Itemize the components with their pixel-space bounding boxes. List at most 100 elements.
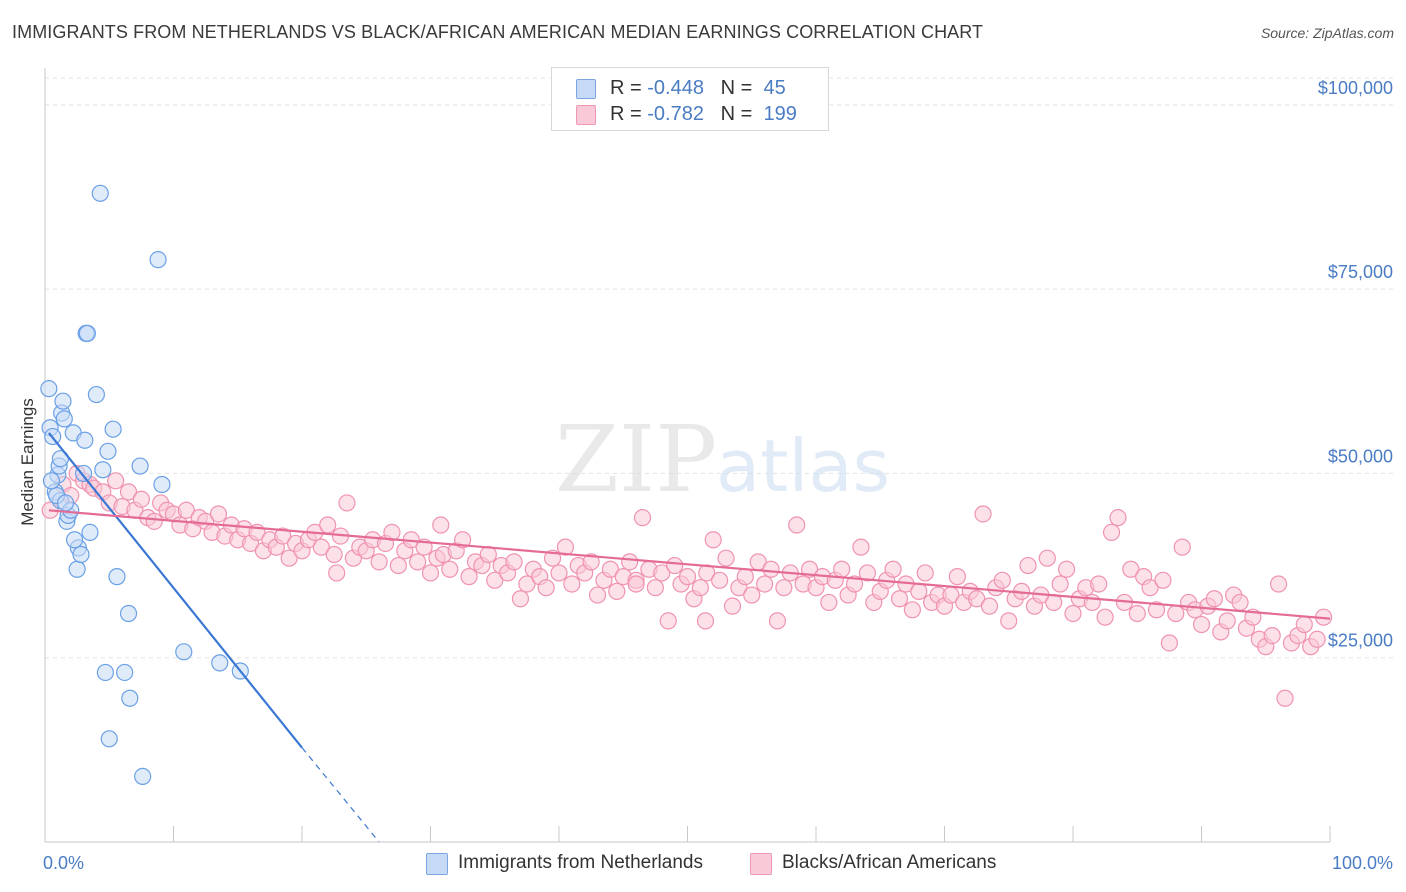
point-black [762, 560, 780, 578]
point-black [1263, 626, 1281, 645]
point-black [903, 601, 921, 619]
point-black [563, 575, 581, 593]
point-black [1173, 538, 1191, 556]
point-netherlands [116, 663, 134, 682]
point-black [486, 571, 504, 589]
point-black [1051, 575, 1069, 593]
point-black [833, 560, 851, 578]
point-black [1231, 593, 1249, 612]
watermark-atlas: atlas [716, 424, 890, 508]
point-black [1308, 630, 1326, 648]
point-black [1295, 615, 1313, 634]
point-black [659, 612, 677, 630]
point-black [1205, 590, 1223, 608]
point-black [1160, 634, 1178, 652]
point-black [1096, 608, 1114, 626]
x-tick-label-end: 100.0% [1332, 853, 1393, 873]
point-black [621, 553, 639, 571]
y-axis-label: Median Earnings [18, 398, 37, 526]
point-netherlands [68, 560, 86, 578]
y-tick-label: $50,000 [1328, 446, 1393, 466]
point-black [1090, 575, 1108, 593]
point-black [1000, 612, 1018, 630]
point-netherlands [54, 392, 72, 410]
point-black [209, 505, 228, 523]
point-netherlands [104, 420, 122, 438]
bottom-legend-swatch-blue [426, 853, 448, 875]
point-black [968, 590, 986, 608]
trend-lines [47, 432, 1331, 843]
point-netherlands [175, 643, 193, 661]
legend-n-value: 199 [763, 103, 797, 125]
correlation-legend: R = -0.448 N = 45 R = -0.782 N = 199 [551, 67, 829, 131]
point-black [608, 582, 626, 600]
point-black [588, 586, 607, 604]
point-black [852, 538, 870, 556]
point-netherlands [81, 523, 99, 542]
point-black [627, 575, 645, 593]
point-black [653, 564, 671, 582]
point-black [1109, 509, 1127, 527]
point-black [432, 516, 450, 534]
point-black [421, 564, 440, 582]
point-netherlands [121, 689, 139, 707]
y-tick-labels: $25,000 $50,000 $75,000 $100,000 [1318, 78, 1393, 651]
point-black [890, 590, 909, 608]
point-black [768, 612, 787, 630]
point-black [820, 593, 838, 612]
point-netherlands [56, 494, 75, 512]
point-black [145, 512, 163, 530]
y-tick-label: $75,000 [1328, 262, 1393, 282]
point-black [280, 549, 298, 567]
point-black [312, 538, 330, 556]
point-black [1269, 575, 1288, 593]
point-netherlands [108, 568, 126, 586]
x-tick-label-start: 0.0% [43, 853, 84, 873]
point-black [328, 564, 346, 582]
point-black [107, 472, 125, 490]
point-netherlands [100, 730, 118, 748]
point-netherlands [211, 654, 229, 672]
point-netherlands [40, 380, 58, 398]
point-netherlands [78, 324, 97, 342]
point-netherlands [96, 663, 114, 682]
legend-r-label: R = [610, 103, 642, 125]
point-netherlands [149, 251, 167, 269]
point-black [993, 571, 1011, 589]
point-black [338, 494, 356, 512]
point-black [325, 545, 343, 564]
legend-n-label: N = [720, 77, 753, 99]
bottom-legend-swatch-pink [750, 853, 772, 875]
point-black [601, 560, 620, 578]
point-black [441, 560, 459, 578]
series-immigrants-netherlands [40, 184, 249, 785]
point-netherlands [76, 431, 94, 449]
gridlines [45, 77, 1395, 659]
point-black [633, 509, 652, 527]
source-credit: Source: ZipAtlas.com [1260, 25, 1394, 41]
point-black [1019, 556, 1037, 575]
point-black [755, 575, 774, 593]
point-netherlands [99, 442, 117, 460]
point-black [678, 568, 697, 586]
point-black [556, 538, 575, 556]
point-black [274, 527, 292, 545]
axes [44, 68, 1331, 843]
point-black [916, 564, 934, 582]
point-black [505, 553, 523, 571]
point-black [1218, 612, 1236, 630]
watermark-zip: ZIP [555, 406, 717, 513]
legend-r-value: -0.782 [647, 103, 704, 125]
point-black [454, 531, 472, 549]
point-black [1192, 615, 1211, 634]
point-black [582, 553, 600, 571]
point-black [1038, 549, 1056, 567]
legend-swatch-blue [576, 79, 596, 99]
watermark: ZIP atlas [555, 406, 890, 513]
point-black [696, 612, 715, 630]
trend-line-netherlands [47, 432, 303, 749]
point-black [743, 586, 761, 604]
legend-swatch-pink [576, 105, 596, 125]
y-tick-label: $100,000 [1318, 78, 1393, 98]
